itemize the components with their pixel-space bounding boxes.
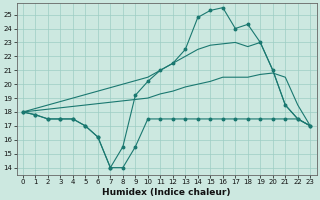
X-axis label: Humidex (Indice chaleur): Humidex (Indice chaleur): [102, 188, 231, 197]
